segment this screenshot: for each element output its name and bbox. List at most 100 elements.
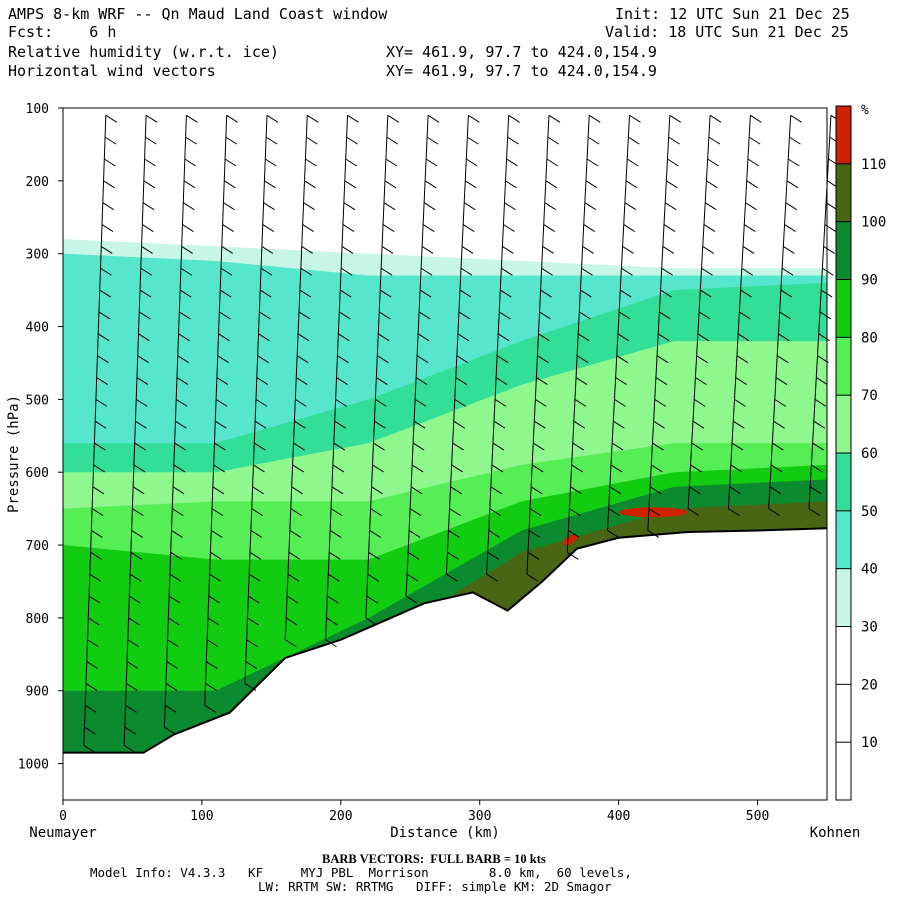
wind-barb: [419, 289, 432, 298]
wind-barb: [91, 508, 104, 517]
wind-barb: [253, 464, 265, 473]
wind-barb: [818, 333, 830, 342]
wind-barb: [413, 420, 426, 429]
wind-barb: [750, 114, 762, 123]
wind-barb: [778, 333, 790, 342]
wind-barb: [617, 333, 630, 342]
wind-barb: [85, 683, 98, 691]
wind-barb: [376, 377, 388, 385]
wind-barb: [384, 180, 397, 189]
y-tick-label: 600: [26, 466, 49, 481]
wind-barb: [209, 573, 221, 582]
wind-barb: [226, 114, 238, 123]
wind-barb: [177, 355, 190, 364]
wind-barb-staff: [365, 115, 389, 618]
wind-barb: [373, 442, 385, 451]
wind-barb: [411, 464, 424, 473]
wind-barb: [336, 377, 348, 385]
wind-barb: [574, 398, 587, 407]
wind-barb: [325, 639, 337, 648]
wind-barb: [566, 551, 579, 560]
x-tick-label: 100: [190, 809, 213, 824]
wind-barb: [526, 573, 539, 582]
wind-barb: [223, 202, 235, 211]
wind-barb: [664, 202, 677, 211]
wind-barb: [300, 267, 313, 276]
wind-barb: [421, 245, 434, 254]
wind-barb: [97, 355, 109, 364]
wind-barb: [405, 595, 418, 604]
wind-barb: [816, 377, 828, 385]
wind-barb: [297, 333, 310, 342]
wind-barb: [166, 661, 179, 670]
x-tick-label: 300: [468, 809, 491, 824]
wind-barb: [178, 333, 190, 342]
y-axis-label: Pressure (hPa): [6, 395, 22, 513]
wind-barb: [103, 180, 115, 189]
wind-barb: [334, 420, 346, 429]
wind-barb: [653, 420, 665, 429]
wind-barb: [206, 661, 218, 670]
wind-barb: [708, 136, 721, 145]
wind-barb: [407, 551, 420, 560]
wind-barb: [812, 442, 824, 451]
wind-barb: [249, 551, 262, 560]
rh-max-patch: [562, 534, 578, 546]
wind-barb: [530, 486, 543, 495]
wind-barb: [737, 333, 750, 342]
wind-barb: [621, 267, 633, 276]
wind-barb: [588, 114, 601, 123]
wind-barb: [692, 420, 705, 429]
wind-barb: [734, 398, 746, 407]
wind-barb: [260, 267, 273, 276]
wind-barb: [544, 202, 557, 211]
wind-barb: [572, 442, 585, 451]
wind-barb: [786, 180, 799, 189]
wind-barb: [183, 180, 196, 189]
wind-barb: [462, 224, 475, 232]
wind-barb: [624, 202, 637, 211]
wind-barb: [546, 158, 559, 167]
wind-barb: [370, 508, 382, 517]
wind-barb: [568, 530, 580, 538]
wind-barb: [569, 508, 581, 517]
wind-barb: [746, 180, 758, 189]
wind-barb: [366, 595, 379, 604]
wind-barb: [497, 333, 510, 342]
wind-barb: [448, 530, 460, 538]
wind-barb: [463, 202, 476, 211]
wind-barb: [250, 530, 263, 538]
wind-barb-staff: [445, 115, 469, 575]
wind-barb: [102, 202, 115, 211]
wind-barb: [284, 639, 297, 648]
wind-barb: [385, 158, 398, 167]
wind-barb: [342, 224, 355, 232]
wind-barb: [258, 333, 270, 342]
wind-barb: [132, 508, 144, 517]
wind-barb-staff: [526, 115, 550, 575]
wind-barb: [254, 442, 266, 451]
wind-barb: [254, 420, 267, 429]
colorbar-label: 30: [861, 620, 878, 636]
wind-barb: [660, 289, 672, 298]
wind-barb: [780, 289, 793, 298]
colorbar-label: 90: [861, 273, 878, 289]
colorbar-label: 70: [861, 388, 878, 404]
wind-barb: [420, 267, 433, 276]
wind-barb: [741, 267, 754, 276]
x-axis-label: Distance (km): [390, 825, 500, 841]
colorbar-swatch: [836, 684, 851, 743]
wind-barb: [657, 333, 670, 342]
wind-barb: [427, 114, 440, 123]
wind-barb: [774, 398, 787, 407]
wind-barb: [302, 224, 314, 232]
wind-barb: [579, 311, 591, 320]
wind-barb: [98, 311, 111, 320]
colorbar-swatch: [836, 742, 851, 800]
wind-barb: [539, 311, 551, 320]
wind-barb: [649, 486, 662, 495]
wind-barb: [266, 114, 279, 123]
wind-barb: [129, 573, 142, 582]
wind-barb: [769, 486, 782, 495]
wind-barb: [93, 464, 105, 473]
